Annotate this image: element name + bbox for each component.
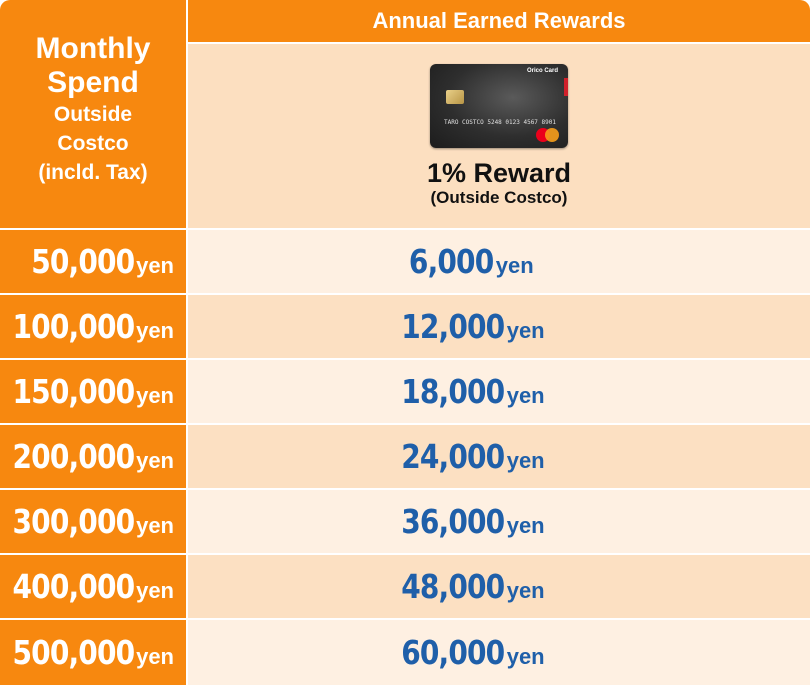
reward-amount: 6,000 bbox=[409, 242, 494, 281]
reward-title: 1% Reward bbox=[426, 158, 572, 188]
reward-cell: 60,000 yen bbox=[188, 620, 810, 685]
row-header-line4: Costco bbox=[57, 131, 129, 155]
spend-cell: 500,000 yen bbox=[0, 620, 186, 685]
reward-unit: yen bbox=[506, 577, 545, 603]
row-header-line3: Outside bbox=[53, 102, 133, 126]
spend-amount: 100,000 bbox=[12, 307, 135, 346]
reward-amount: 60,000 bbox=[401, 633, 506, 672]
card-chip-icon bbox=[446, 90, 464, 104]
credit-card-image: Orico Card TARO COSTCO 5248 0123 4567 89… bbox=[430, 64, 568, 148]
spend-amount: 400,000 bbox=[12, 567, 135, 606]
reward-unit: yen bbox=[506, 512, 545, 538]
spend-unit: yen bbox=[136, 577, 174, 603]
spend-unit: yen bbox=[136, 382, 174, 408]
card-stripe bbox=[564, 78, 568, 96]
row-header-line1: Monthly bbox=[35, 31, 151, 65]
reward-unit: yen bbox=[506, 382, 545, 408]
spend-amount: 300,000 bbox=[12, 502, 135, 541]
reward-cell: 12,000 yen bbox=[188, 295, 810, 360]
spend-cell: 100,000 yen bbox=[0, 295, 186, 360]
reward-amount: 48,000 bbox=[401, 567, 506, 606]
spend-cell: 50,000 yen bbox=[0, 230, 186, 295]
reward-amount: 12,000 bbox=[401, 307, 506, 346]
mastercard-logo-orange bbox=[545, 128, 559, 142]
reward-cell: 24,000 yen bbox=[188, 425, 810, 490]
spend-amount: 500,000 bbox=[12, 633, 135, 672]
reward-cell: 18,000 yen bbox=[188, 360, 810, 425]
reward-amount: 18,000 bbox=[401, 372, 506, 411]
spend-amount: 50,000 bbox=[30, 242, 135, 281]
reward-unit: yen bbox=[506, 317, 545, 343]
spend-unit: yen bbox=[136, 447, 174, 473]
spend-cell: 200,000 yen bbox=[0, 425, 186, 490]
spend-amount: 200,000 bbox=[12, 437, 135, 476]
reward-unit: yen bbox=[506, 447, 545, 473]
reward-amount: 36,000 bbox=[401, 502, 506, 541]
row-header-line2: Spend bbox=[47, 65, 139, 99]
reward-unit: yen bbox=[495, 252, 534, 278]
row-header-cell: Monthly Spend Outside Costco (incld. Tax… bbox=[0, 0, 186, 230]
column-title: Annual Earned Rewards bbox=[188, 0, 810, 44]
card-brand-text: Orico Card bbox=[526, 68, 558, 74]
spend-unit: yen bbox=[136, 643, 174, 669]
reward-amount: 24,000 bbox=[401, 437, 506, 476]
spend-cell: 300,000 yen bbox=[0, 490, 186, 555]
spend-unit: yen bbox=[136, 252, 174, 278]
spend-cell: 400,000 yen bbox=[0, 555, 186, 620]
reward-cell: 36,000 yen bbox=[188, 490, 810, 555]
reward-subtitle: (Outside Costco) bbox=[430, 188, 568, 207]
spend-amount: 150,000 bbox=[12, 372, 135, 411]
card-cell: Orico Card TARO COSTCO 5248 0123 4567 89… bbox=[188, 44, 810, 230]
spend-cell: 150,000 yen bbox=[0, 360, 186, 425]
spend-unit: yen bbox=[136, 512, 174, 538]
reward-cell: 6,000 yen bbox=[188, 230, 810, 295]
spend-unit: yen bbox=[136, 317, 174, 343]
row-header-line5: (incld. Tax) bbox=[38, 160, 148, 184]
reward-unit: yen bbox=[506, 643, 545, 669]
card-number-text: TARO COSTCO 5248 0123 4567 8901 bbox=[444, 119, 556, 126]
reward-cell: 48,000 yen bbox=[188, 555, 810, 620]
